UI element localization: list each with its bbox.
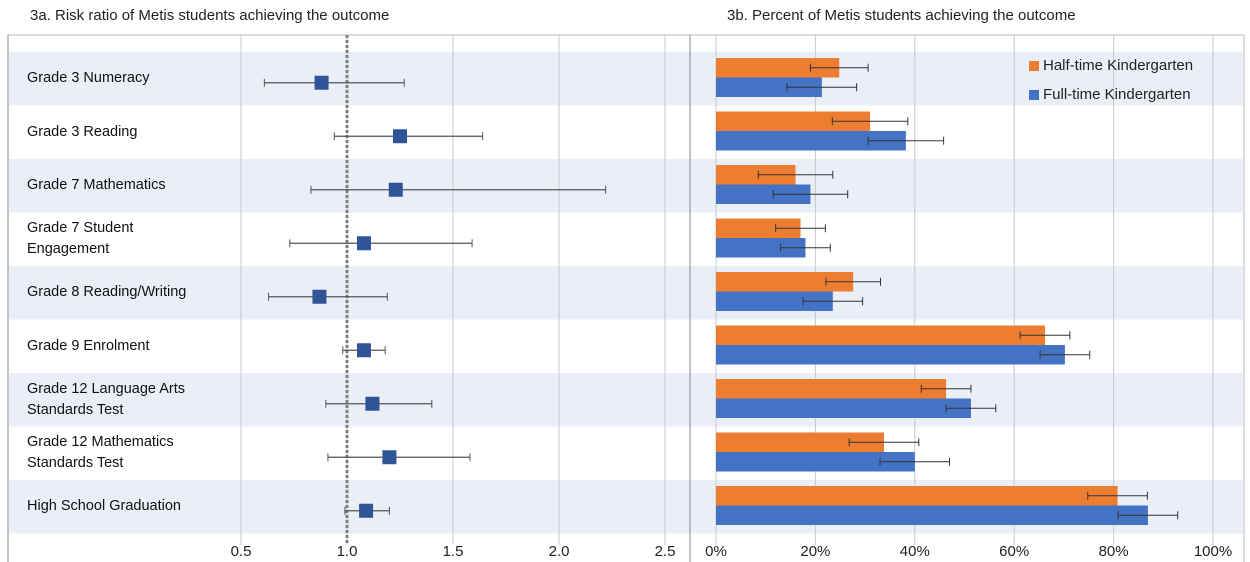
category-label: High School Graduation [27, 498, 181, 515]
legend-swatch [1029, 61, 1039, 71]
point-estimate [356, 343, 371, 358]
x-tick-label: 0.5 [231, 543, 252, 560]
bar [716, 291, 833, 311]
x-tick-label: 60% [999, 543, 1029, 560]
chart-title: 3b. Percent of Metis students achieving … [727, 7, 1076, 24]
row-band [9, 159, 1243, 213]
bar [716, 452, 915, 472]
legend-label: Full-time Kindergarten [1043, 86, 1191, 103]
point-estimate [314, 75, 329, 90]
x-tick-label: 40% [900, 543, 930, 560]
point-estimate [359, 503, 374, 518]
bar [716, 165, 796, 185]
chart-title: 3a. Risk ratio of Metis students achievi… [30, 7, 389, 24]
x-tick-label: 80% [1099, 543, 1129, 560]
bar [716, 184, 811, 204]
bar [716, 325, 1046, 345]
point-estimate [356, 236, 371, 251]
bar [716, 238, 806, 258]
row-band [9, 266, 1243, 320]
bar [716, 398, 971, 418]
legend-label: Half-time Kindergarten [1043, 57, 1193, 74]
x-tick-label: 2.0 [549, 543, 570, 560]
bar [716, 131, 906, 151]
point-estimate [365, 396, 380, 411]
category-label: Grade 7 Mathematics [27, 177, 166, 194]
bar [716, 218, 801, 238]
x-tick-label: 0% [705, 543, 727, 560]
x-tick-label: 20% [800, 543, 830, 560]
point-estimate [393, 129, 407, 144]
x-tick-label: 1.0 [337, 543, 358, 560]
category-label: Grade 9 Enrolment [27, 337, 150, 354]
point-estimate [312, 289, 327, 304]
bar [716, 77, 822, 97]
category-label: Grade 7 Student Engagement [27, 220, 134, 258]
bar [716, 379, 947, 399]
category-label: Grade 3 Numeracy [27, 70, 150, 87]
row-band [9, 373, 1243, 427]
category-label: Grade 8 Reading/Writing [27, 284, 187, 301]
bar [716, 345, 1065, 365]
bar [716, 272, 854, 292]
bar [716, 486, 1118, 506]
bar [716, 432, 884, 452]
point-estimate [388, 182, 403, 197]
point-estimate [382, 450, 397, 465]
category-label: Grade 3 Reading [27, 123, 138, 140]
x-tick-label: 1.5 [443, 543, 464, 560]
category-label: Grade 12 Language Arts Standards Test [27, 380, 186, 418]
x-tick-label: 2.5 [655, 543, 676, 560]
bar [716, 111, 871, 131]
bar [716, 58, 840, 78]
bar [716, 505, 1148, 525]
category-label: Grade 12 Mathematics Standards Test [27, 434, 174, 472]
legend-swatch [1029, 90, 1039, 100]
x-tick-label: 100% [1194, 543, 1232, 560]
